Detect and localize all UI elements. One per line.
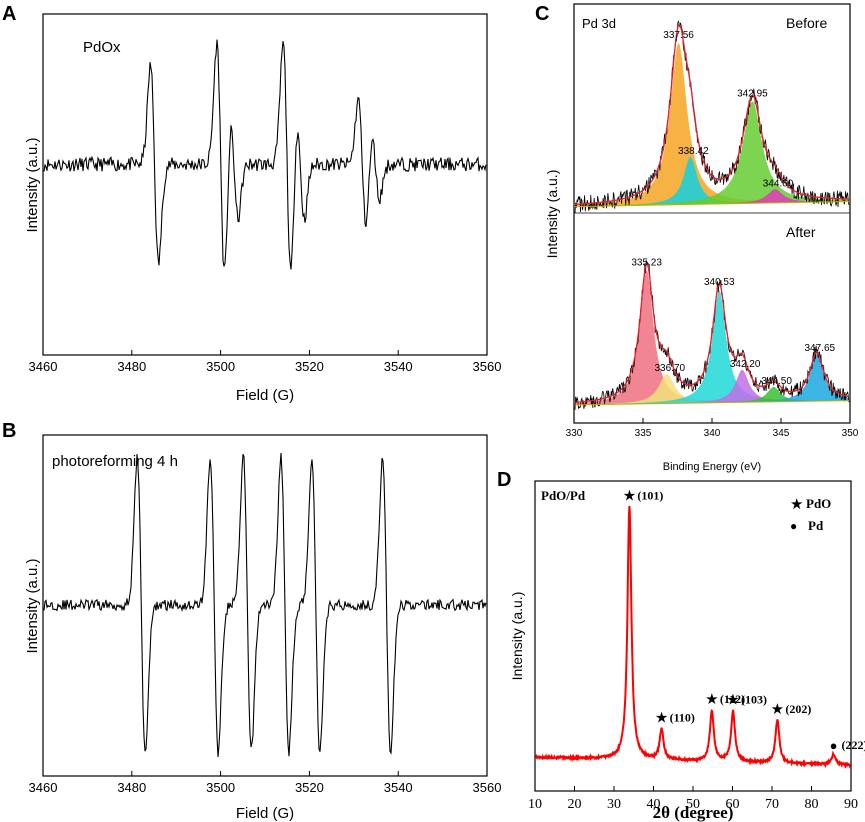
x-axis-c-tick-label: 335 — [635, 428, 652, 439]
x-axis-b-tick-label: 3460 — [29, 780, 58, 795]
peak-fill — [575, 353, 849, 405]
x-axis-b-tick-label: 3520 — [295, 780, 324, 795]
panel-b: B photoreforming 4 h Intensity (a.u.) Fi… — [2, 420, 501, 822]
x-ticks-d: 10 20 30 40 50 60 70 80 90 — [528, 786, 858, 812]
x-axis-d-tick-label: 70 — [765, 797, 779, 812]
peak-label: 336.70 — [654, 363, 685, 374]
legend-label-pdo: PdO — [806, 496, 831, 511]
x-axis-a-tick-label: 3500 — [206, 359, 235, 374]
peak-index-label: (101) — [637, 488, 663, 502]
peak-label: 347.65 — [805, 343, 836, 354]
dot-marker-icon: ● — [830, 738, 838, 753]
x-axis-a-tick-label: 3540 — [384, 359, 413, 374]
peak-label: 342.95 — [737, 88, 768, 99]
panel-letter-b: B — [2, 420, 16, 442]
x-axis-d-tick-label: 50 — [686, 797, 700, 812]
raw-spectrum — [574, 260, 850, 410]
x-ticks-b: 3460 3480 3500 3520 3540 3560 — [29, 771, 502, 795]
plot-frame-a — [42, 13, 488, 356]
fit-envelope — [575, 23, 849, 205]
panel-d: D PdO/Pd ★ PdO ● Pd Intensity (a.u.) 2θ … — [497, 469, 865, 822]
y-axis-label-d: Intensity (a.u.) — [509, 592, 525, 681]
peak-index-label: (202) — [785, 702, 811, 716]
chart-title-c: Pd 3d — [582, 16, 616, 31]
chart-title-a: PdOx — [83, 39, 121, 56]
panel-letter-c: C — [535, 3, 549, 25]
peak-label: 344.60 — [763, 178, 794, 189]
peak-index-label: (222) — [842, 738, 865, 752]
peak-index-label: (110) — [670, 710, 695, 724]
peak-index-label: (103) — [741, 693, 767, 707]
background-line — [574, 201, 850, 208]
plot-frame-b — [42, 434, 488, 777]
spectrum-line-a — [43, 39, 487, 270]
x-axis-a-tick-label: 3460 — [29, 359, 58, 374]
legend-dot-icon: ● — [790, 519, 797, 533]
subplot-label-after: After — [786, 224, 816, 240]
x-axis-c-tick-label: 330 — [566, 428, 583, 439]
x-axis-a-tick-label: 3520 — [295, 359, 324, 374]
raw-spectrum — [574, 20, 850, 213]
peak-label: 335.23 — [631, 258, 662, 269]
xrd-line-d — [535, 506, 851, 769]
x-axis-label-d: 2θ (degree) — [653, 803, 734, 822]
legend-star-icon: ★ — [790, 497, 803, 513]
star-marker-icon: ★ — [655, 710, 668, 726]
legend-label-pd: Pd — [808, 518, 824, 533]
x-axis-d-tick-label: 30 — [607, 797, 621, 812]
star-marker-icon: ★ — [771, 702, 784, 718]
x-axis-label-a: Field (G) — [236, 387, 294, 404]
y-axis-label-c: Intensity (a.u.) — [544, 170, 560, 259]
x-axis-c-tick-label: 345 — [773, 428, 790, 439]
x-axis-b-tick-label: 3540 — [384, 780, 413, 795]
peak-label: 340.53 — [704, 277, 735, 288]
x-axis-d-tick-label: 60 — [726, 797, 740, 812]
x-axis-c-tick-label: 340 — [704, 428, 721, 439]
x-axis-label-c: Binding Energy (eV) — [663, 461, 761, 473]
fit-envelope — [574, 262, 850, 404]
x-axis-d-tick-label: 20 — [568, 797, 582, 812]
x-axis-label-b: Field (G) — [236, 805, 294, 822]
legend-d: ★ PdO ● Pd — [790, 496, 831, 533]
peak-label: 344.50 — [761, 376, 792, 387]
peak-label: 337.56 — [663, 30, 694, 41]
star-marker-icon: ★ — [726, 693, 739, 709]
panel-c: C Pd 3d Before After Intensity (a.u.) Bi… — [535, 3, 859, 473]
peak-index-label: (112) — [720, 692, 745, 706]
y-axis-label-a: Intensity (a.u.) — [24, 137, 41, 232]
plot-frame-d — [534, 480, 852, 792]
spectrum-line-b — [43, 452, 487, 757]
x-axis-a-tick-label: 3560 — [473, 359, 502, 374]
x-axis-d-tick-label: 80 — [805, 797, 819, 812]
star-marker-icon: ★ — [623, 488, 636, 504]
peak-fill — [575, 290, 849, 405]
peak-fill — [575, 270, 849, 405]
y-axis-label-b: Intensity (a.u.) — [24, 558, 41, 653]
chart-title-d: PdO/Pd — [541, 488, 586, 503]
peak-label: 338.42 — [678, 146, 709, 157]
peak-markers-d: ★ (101)★ (110)★ (112)★ (103)★ (202)● (222) — [623, 488, 865, 753]
panel-a: A PdOx Intensity (a.u.) Field (G) 3460 34… — [2, 3, 501, 404]
x-axis-b-tick-label: 3480 — [117, 780, 146, 795]
x-axis-c-tick-label: 350 — [842, 428, 859, 439]
chart-title-b: photoreforming 4 h — [52, 453, 178, 470]
subplot-label-before: Before — [786, 15, 827, 31]
panel-letter-d: D — [497, 469, 511, 491]
x-ticks-a: 3460 3480 3500 3520 3540 3560 — [29, 350, 502, 374]
peak-fills-before: 337.56 338.42 342.95 344.60 — [574, 20, 850, 213]
x-axis-b-tick-label: 3500 — [206, 780, 235, 795]
x-ticks-c: 330 335 340 345 350 — [566, 418, 859, 439]
panel-letter-a: A — [2, 3, 16, 25]
x-axis-a-tick-label: 3480 — [117, 359, 146, 374]
peak-fill — [575, 43, 849, 207]
x-axis-b-tick-label: 3560 — [473, 780, 502, 795]
x-axis-d-tick-label: 90 — [844, 797, 858, 812]
x-axis-d-tick-label: 40 — [647, 797, 661, 812]
star-marker-icon: ★ — [705, 692, 718, 708]
peak-label: 342.20 — [730, 359, 761, 370]
x-axis-d-tick-label: 10 — [528, 797, 542, 812]
background-line — [574, 400, 850, 406]
